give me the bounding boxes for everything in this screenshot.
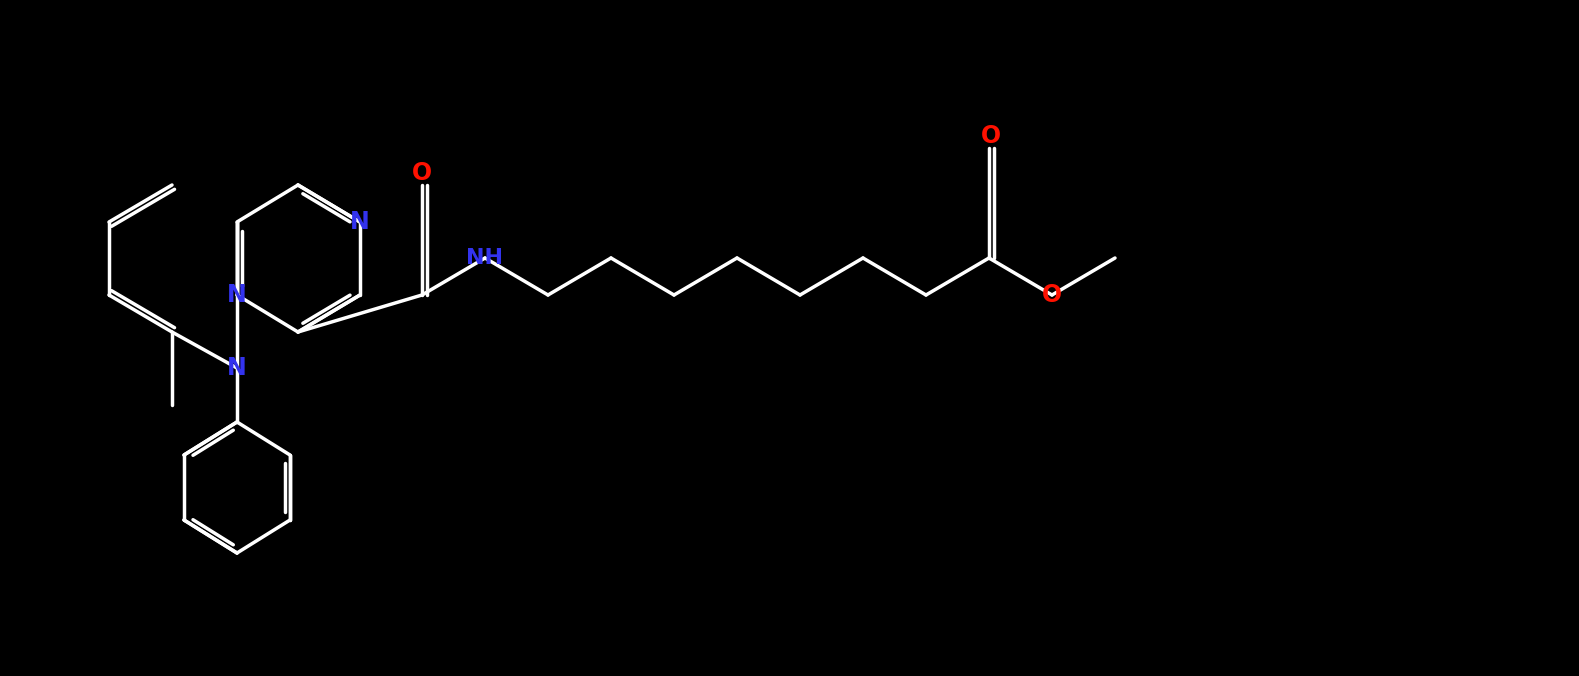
Text: N: N <box>227 283 246 307</box>
Text: O: O <box>412 161 433 185</box>
Text: O: O <box>1042 283 1063 307</box>
Text: O: O <box>981 124 1001 148</box>
Text: N: N <box>227 356 246 380</box>
Text: N: N <box>351 210 369 234</box>
Text: NH: NH <box>466 248 504 268</box>
